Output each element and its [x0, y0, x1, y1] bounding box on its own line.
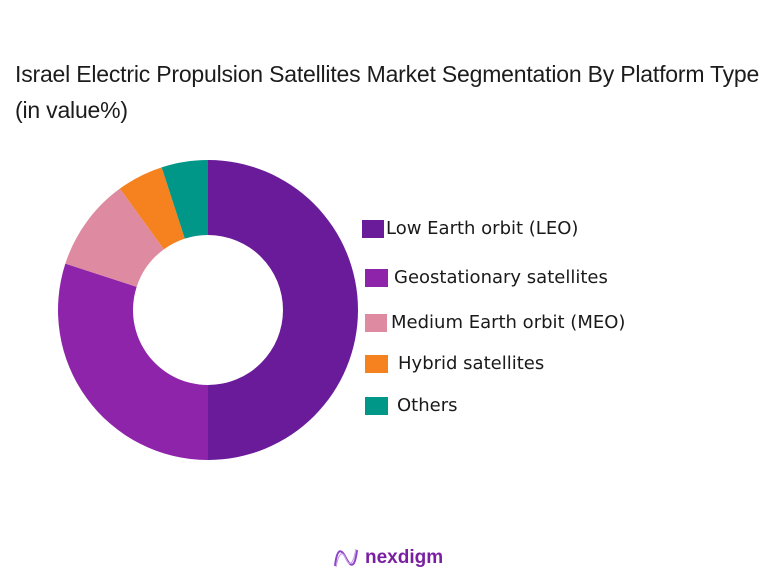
- legend-item-meo: Medium Earth orbit (MEO): [365, 312, 625, 333]
- donut-slice-others: [161, 160, 208, 239]
- legend-item-leo: Low Earth orbit (LEO): [362, 218, 578, 239]
- legend-swatch: [365, 268, 388, 287]
- logo-wave-icon: [334, 548, 358, 568]
- legend-item-hybrid: Hybrid satellites: [365, 353, 544, 374]
- legend-label: Others: [397, 395, 458, 416]
- donut-slice-low-earth-orbit-leo: [208, 160, 358, 460]
- legend-label: Hybrid satellites: [398, 353, 545, 374]
- legend-label: Low Earth orbit (LEO): [386, 218, 579, 239]
- donut-slice-hybrid-satellites: [119, 167, 185, 250]
- legend-swatch: [362, 219, 384, 238]
- legend-swatch: [365, 354, 388, 373]
- legend-swatch: [365, 396, 388, 415]
- legend-label: Geostationary satellites: [394, 267, 608, 288]
- legend-item-geostationary: Geostationary satellites: [365, 267, 608, 288]
- legend-item-others: Others: [365, 395, 458, 416]
- donut-slice-medium-earth-orbit-meo: [65, 188, 164, 287]
- legend-label: Medium Earth orbit (MEO): [391, 312, 626, 333]
- donut-slice-geostationary-satellites: [57, 263, 209, 460]
- logo-text: nexdigm: [365, 547, 444, 568]
- chart-title: Israel Electric Propulsion Satellites Ma…: [15, 61, 760, 123]
- legend-swatch: [365, 313, 387, 332]
- nexdigm-logo: nexdigm: [333, 546, 443, 570]
